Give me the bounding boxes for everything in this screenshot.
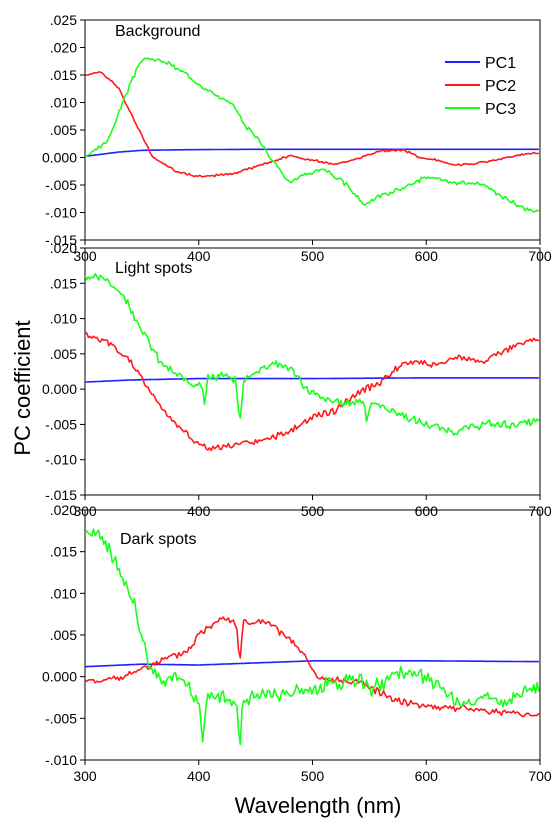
x-tick-label: 500: [301, 768, 325, 784]
x-tick-label: 600: [415, 248, 439, 264]
series-line-pc3: [85, 528, 540, 746]
x-axis-title: Wavelength (nm): [235, 793, 402, 818]
y-tick-label: .005: [50, 122, 77, 138]
legend-label-pc1: PC1: [485, 55, 516, 72]
series-line-pc1: [85, 377, 539, 383]
y-tick-label: -.015: [45, 487, 77, 503]
x-tick-label: 400: [187, 503, 211, 519]
x-tick-label: 300: [73, 768, 97, 784]
y-tick-label: .015: [50, 67, 77, 83]
y-tick-label: -.005: [45, 710, 77, 726]
y-tick-label: .020: [50, 40, 77, 56]
y-axis-title: PC coefficient: [10, 320, 35, 455]
y-tick-label: -.005: [45, 177, 77, 193]
y-tick-label: .020: [50, 240, 77, 256]
x-tick-label: 700: [528, 768, 552, 784]
x-tick-label: 400: [187, 768, 211, 784]
y-tick-label: .010: [50, 95, 77, 111]
y-tick-label: .015: [50, 275, 77, 291]
y-tick-label: .025: [50, 12, 77, 28]
y-tick-label: 0.000: [42, 150, 77, 166]
y-tick-label: .010: [50, 311, 77, 327]
chart-panel-1: .025 .020 .015 .010 .005 0.000 -.005 -.010 -.015…: [42, 12, 552, 264]
series-line-pc2: [85, 71, 539, 178]
series-line-pc2: [85, 616, 540, 718]
series-line-pc1: [85, 148, 539, 158]
x-tick-label: 400: [187, 248, 211, 264]
panel-title: Light spots: [115, 260, 192, 277]
y-tick-label: .010: [50, 585, 77, 601]
y-tick-label: .005: [50, 346, 77, 362]
y-tick-label: -.010: [45, 205, 77, 221]
series-line-pc3: [85, 57, 540, 213]
y-tick-label: -.010: [45, 752, 77, 768]
plot-frame: [84, 19, 541, 241]
panel-title: Background: [115, 23, 200, 40]
series-line-pc1: [85, 660, 539, 668]
legend-label-pc3: PC3: [485, 101, 516, 118]
series-line-pc2: [85, 331, 540, 452]
x-tick-label: 500: [301, 503, 325, 519]
x-tick-label: 600: [415, 503, 439, 519]
y-tick-label: -.015: [45, 232, 77, 248]
plot-frame: [84, 247, 541, 496]
y-tick-label: 0.000: [42, 381, 77, 397]
chart-panels: .025 .020 .015 .010 .005 0.000 -.005 -.010 -.015…: [42, 12, 552, 784]
y-tick-label: .015: [50, 544, 77, 560]
x-tick-label: 500: [301, 248, 325, 264]
y-tick-label: .020: [50, 502, 77, 518]
y-tick-label: -.010: [45, 452, 77, 468]
y-tick-label: 0.000: [42, 669, 77, 685]
legend-label-pc2: PC2: [485, 78, 516, 95]
x-tick-label: 600: [415, 768, 439, 784]
series-line-pc3: [85, 272, 540, 436]
y-tick-label: -.005: [45, 416, 77, 432]
y-tick-label: .005: [50, 627, 77, 643]
legend: PC1 PC2 PC3: [445, 55, 516, 118]
panel-title: Dark spots: [120, 531, 196, 548]
